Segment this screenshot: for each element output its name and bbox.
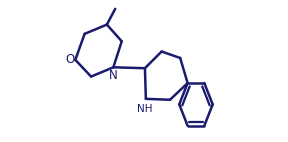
Text: NH: NH: [137, 104, 153, 114]
Text: O: O: [65, 53, 74, 66]
Text: N: N: [109, 69, 118, 82]
